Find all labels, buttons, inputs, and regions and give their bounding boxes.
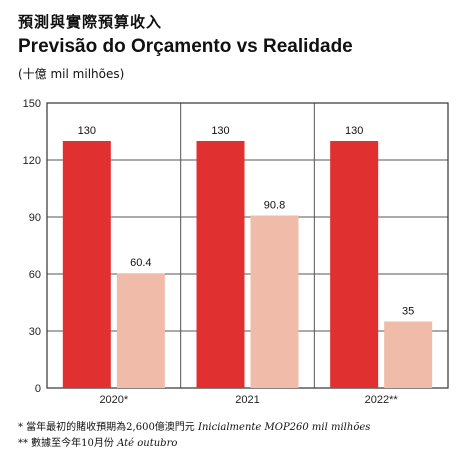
data-label: 130 xyxy=(211,125,229,137)
x-tick-label: 2021 xyxy=(235,394,259,406)
footnotes: * 當年最初的賭收預期為2,600億澳門元 Inicialmente MOP26… xyxy=(18,420,370,452)
y-tick-label: 150 xyxy=(23,98,41,110)
y-tick-label: 120 xyxy=(23,155,41,167)
bar xyxy=(384,321,433,388)
plot-frame xyxy=(46,102,449,389)
y-tick-label: 90 xyxy=(29,212,41,224)
x-tick-label: 2022** xyxy=(365,394,399,406)
data-label: 130 xyxy=(345,125,363,137)
x-tick-label: 2020* xyxy=(99,394,128,406)
y-tick-label: 60 xyxy=(29,269,41,281)
data-label: 130 xyxy=(78,125,96,137)
footnote-2-zh: ** 數據至今年10月份 xyxy=(18,438,118,449)
data-label: 35 xyxy=(402,306,414,318)
bar xyxy=(196,141,245,388)
unit-label: (十億 mil milhões) xyxy=(18,67,125,81)
bar xyxy=(62,141,111,388)
data-label: 60.4 xyxy=(130,257,151,269)
data-label: 90.8 xyxy=(264,199,285,211)
chart-title-pt: Previsão do Orçamento vs Realidade xyxy=(18,36,353,57)
bar xyxy=(330,141,379,388)
chart-title-zh: 預測與實際預算收入 xyxy=(18,13,163,31)
bar xyxy=(116,273,165,388)
footnote-1-zh: * 當年最初的賭收預期為2,600億澳門元 xyxy=(18,422,198,433)
y-tick-label: 30 xyxy=(29,326,41,338)
footnote-2: ** 數據至今年10月份 Até outubro xyxy=(18,436,370,452)
footnote-1: * 當年最初的賭收預期為2,600億澳門元 Inicialmente MOP26… xyxy=(18,420,370,436)
footnote-1-pt: Inicialmente MOP260 mil milhões xyxy=(198,422,371,433)
footnote-2-pt: Até outubro xyxy=(117,438,178,449)
bar xyxy=(250,215,299,388)
y-tick-label: 0 xyxy=(35,383,41,395)
